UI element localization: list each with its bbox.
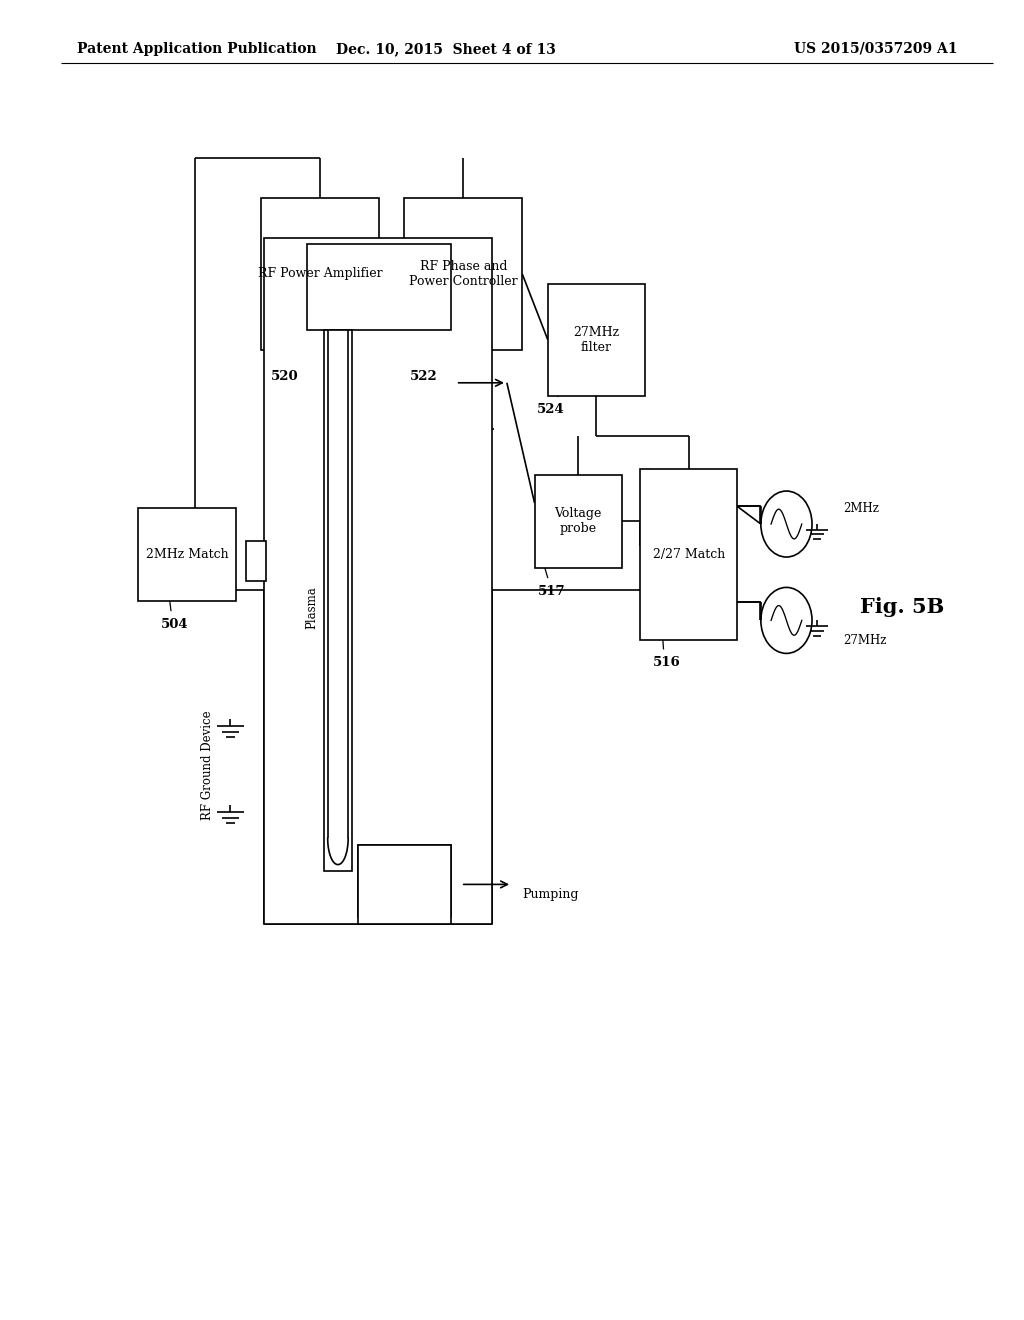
- Text: 517: 517: [538, 585, 565, 598]
- Text: Fig. 5B: Fig. 5B: [860, 597, 944, 618]
- Text: 524: 524: [537, 403, 564, 416]
- Text: RF Ground Device: RF Ground Device: [202, 710, 214, 821]
- Text: 522: 522: [410, 370, 437, 383]
- FancyBboxPatch shape: [138, 508, 236, 601]
- Text: 516: 516: [653, 656, 681, 669]
- FancyBboxPatch shape: [535, 475, 622, 568]
- FancyBboxPatch shape: [640, 469, 737, 640]
- Text: Dec. 10, 2015  Sheet 4 of 13: Dec. 10, 2015 Sheet 4 of 13: [336, 42, 555, 55]
- FancyBboxPatch shape: [358, 845, 451, 917]
- Text: 2MHz: 2MHz: [843, 502, 879, 515]
- FancyBboxPatch shape: [358, 845, 451, 924]
- Text: 27MHz: 27MHz: [843, 634, 886, 647]
- Text: RF Power Amplifier: RF Power Amplifier: [258, 268, 382, 280]
- Text: 2MHz Match: 2MHz Match: [145, 548, 228, 561]
- Text: Voltage
probe: Voltage probe: [554, 507, 602, 536]
- Text: US 2015/0357209 A1: US 2015/0357209 A1: [794, 42, 957, 55]
- FancyBboxPatch shape: [404, 198, 522, 350]
- FancyBboxPatch shape: [246, 541, 266, 581]
- FancyBboxPatch shape: [307, 244, 451, 330]
- Text: RF Phase and
Power Controller: RF Phase and Power Controller: [409, 260, 518, 288]
- Text: Pumping: Pumping: [522, 888, 579, 902]
- FancyBboxPatch shape: [264, 238, 492, 924]
- Text: 27MHz
filter: 27MHz filter: [573, 326, 620, 354]
- FancyBboxPatch shape: [261, 198, 379, 350]
- Text: Plasma: Plasma: [306, 586, 318, 628]
- Text: 2/27 Match: 2/27 Match: [652, 548, 725, 561]
- FancyBboxPatch shape: [548, 284, 645, 396]
- Text: Patent Application Publication: Patent Application Publication: [77, 42, 316, 55]
- Text: 504: 504: [161, 618, 188, 631]
- Text: 520: 520: [271, 370, 299, 383]
- FancyBboxPatch shape: [324, 330, 352, 871]
